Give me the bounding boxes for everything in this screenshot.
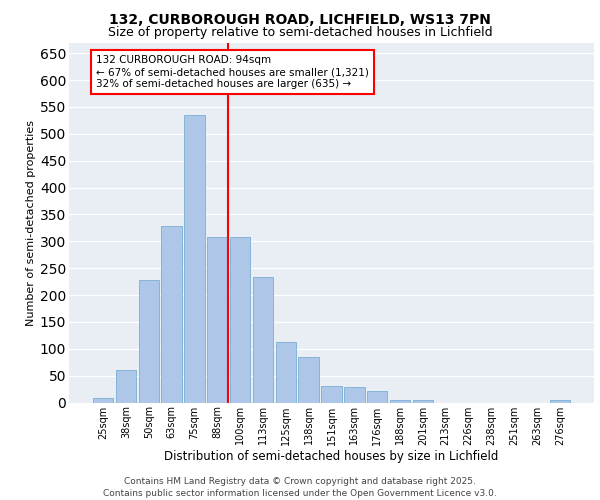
Bar (116, 370, 136, 402)
Bar (413, 400, 433, 402)
Text: 132 CURBOROUGH ROAD: 94sqm
← 67% of semi-detached houses are smaller (1,321)
32%: 132 CURBOROUGH ROAD: 94sqm ← 67% of semi… (96, 56, 369, 88)
Bar (550, 400, 570, 402)
Text: Size of property relative to semi-detached houses in Lichfield: Size of property relative to semi-detach… (107, 26, 493, 39)
Bar (207, 237, 227, 402)
Bar (184, 115, 205, 403)
Bar (139, 280, 159, 402)
Bar (390, 400, 410, 402)
Bar (230, 237, 250, 402)
Y-axis label: Number of semi-detached properties: Number of semi-detached properties (26, 120, 35, 326)
Bar (161, 226, 182, 402)
Bar (93, 398, 113, 402)
Bar (298, 357, 319, 403)
Bar (367, 391, 388, 402)
Text: Contains HM Land Registry data © Crown copyright and database right 2025.
Contai: Contains HM Land Registry data © Crown c… (103, 476, 497, 498)
Bar (275, 342, 296, 402)
Bar (253, 278, 273, 402)
X-axis label: Distribution of semi-detached houses by size in Lichfield: Distribution of semi-detached houses by … (164, 450, 499, 463)
Bar (344, 388, 365, 402)
Text: 132, CURBOROUGH ROAD, LICHFIELD, WS13 7PN: 132, CURBOROUGH ROAD, LICHFIELD, WS13 7P… (109, 12, 491, 26)
Bar (321, 386, 342, 402)
